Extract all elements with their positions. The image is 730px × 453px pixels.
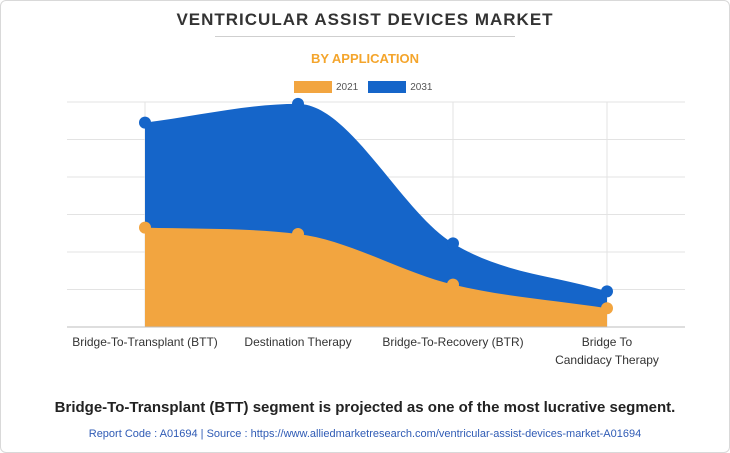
point-2021-0 [139, 221, 151, 234]
point-2031-0 [139, 116, 151, 129]
chart-subtitle: BY APPLICATION [310, 51, 420, 66]
point-2021-3 [601, 302, 613, 315]
title-divider [215, 36, 515, 37]
legend: 2021 2031 [294, 80, 443, 94]
legend-label-2031: 2031 [410, 81, 433, 93]
source-text[interactable]: Report Code : A01694 | Source : https://… [88, 428, 642, 440]
legend-swatch-2031 [368, 81, 407, 93]
point-2021-2 [447, 278, 459, 291]
area-series-2021 [145, 227, 607, 327]
legend-swatch-2021 [294, 81, 332, 93]
x-tick-line: Bridge-To-Transplant (BTT) [72, 335, 218, 349]
legend-item-2031[interactable]: 2031 [368, 81, 433, 93]
chart-title: VENTRICULAR ASSIST DEVICES MARKET [176, 10, 554, 29]
point-2031-1 [292, 97, 304, 110]
point-2031-2 [447, 237, 459, 250]
x-tick-label-3: Bridge To Candidacy Therapy [555, 335, 659, 367]
x-tick-label-1: Destination Therapy [244, 335, 351, 349]
legend-label-2021: 2021 [336, 81, 359, 93]
key-finding-text: Bridge-To-Transplant (BTT) segment is pr… [54, 399, 676, 416]
x-tick-line: Candidacy Therapy [555, 353, 659, 367]
point-2021-1 [292, 228, 304, 240]
x-tick-label-2: Bridge-To-Recovery (BTR) [382, 335, 523, 349]
x-tick-line: Bridge To [582, 335, 633, 349]
x-tick-label-0: Bridge-To-Transplant (BTT) [72, 335, 218, 349]
x-tick-line: Bridge-To-Recovery (BTR) [382, 335, 523, 349]
x-tick-line: Destination Therapy [244, 335, 351, 349]
legend-item-2021[interactable]: 2021 [294, 81, 358, 93]
point-2031-3 [601, 285, 613, 298]
